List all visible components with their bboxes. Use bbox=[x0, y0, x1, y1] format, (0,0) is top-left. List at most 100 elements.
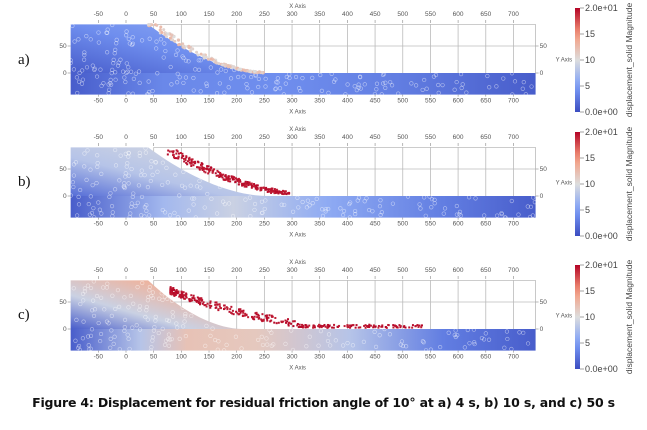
particle bbox=[418, 206, 423, 211]
x-tick-label-top: 300 bbox=[287, 267, 298, 274]
sliding-particle bbox=[216, 169, 219, 172]
particle bbox=[160, 326, 165, 331]
particle bbox=[224, 342, 229, 347]
particle bbox=[113, 70, 118, 75]
sliding-particle bbox=[155, 23, 159, 27]
sliding-particle bbox=[255, 311, 258, 314]
particle bbox=[501, 76, 506, 81]
sliding-particle bbox=[174, 293, 177, 296]
particle bbox=[82, 57, 87, 62]
particle bbox=[263, 198, 268, 203]
particle bbox=[318, 329, 323, 334]
particle bbox=[338, 206, 343, 211]
particle bbox=[124, 61, 129, 66]
particle bbox=[223, 68, 228, 74]
particle bbox=[364, 196, 369, 201]
x-tick-label-bottom: 300 bbox=[287, 98, 298, 105]
particle bbox=[177, 193, 182, 198]
particle bbox=[68, 193, 74, 198]
sliding-particle bbox=[239, 180, 242, 183]
particle bbox=[512, 79, 518, 84]
sliding-particle bbox=[255, 313, 258, 316]
sliding-particle bbox=[285, 321, 288, 324]
particle bbox=[180, 54, 185, 59]
particle bbox=[135, 200, 140, 205]
particle bbox=[205, 191, 210, 197]
sliding-particle bbox=[260, 318, 263, 321]
particle bbox=[76, 79, 82, 84]
x-tick-label-top: 350 bbox=[314, 267, 325, 274]
panel-label-c: c) bbox=[18, 307, 30, 323]
y-axis-title: Y Axis bbox=[556, 58, 573, 64]
particle bbox=[94, 293, 100, 299]
particle bbox=[168, 64, 173, 70]
sliding-particle bbox=[236, 312, 239, 315]
sliding-particle bbox=[215, 306, 218, 309]
particle bbox=[374, 81, 380, 86]
base-layer bbox=[70, 196, 536, 218]
sliding-particle bbox=[269, 320, 272, 323]
sliding-particle bbox=[250, 182, 253, 185]
particle bbox=[454, 212, 460, 217]
panel-label-a: a) bbox=[18, 52, 30, 68]
particle bbox=[273, 86, 278, 91]
colorbar-min-label: 0.0e+00 bbox=[585, 107, 618, 117]
particle bbox=[277, 86, 283, 91]
particle bbox=[265, 342, 270, 347]
sliding-mass bbox=[146, 22, 265, 75]
sliding-particle bbox=[172, 150, 175, 153]
sliding-particle bbox=[380, 325, 383, 328]
particle bbox=[149, 345, 154, 350]
particle bbox=[155, 71, 160, 76]
particle bbox=[122, 184, 127, 189]
sliding-particle bbox=[408, 326, 411, 329]
sliding-particle bbox=[253, 70, 257, 74]
x-tick-label-bottom: 700 bbox=[508, 98, 519, 105]
sliding-particle bbox=[184, 159, 187, 162]
particle bbox=[128, 211, 133, 216]
sliding-particle bbox=[177, 43, 181, 47]
particle bbox=[169, 298, 175, 303]
x-tick-label-top: 700 bbox=[508, 11, 519, 18]
particle bbox=[239, 346, 244, 351]
y-tick-label-right: 0 bbox=[540, 70, 544, 77]
particle bbox=[358, 86, 363, 91]
particle bbox=[87, 212, 92, 217]
sliding-particle bbox=[228, 65, 232, 69]
particle bbox=[78, 301, 83, 307]
sliding-particle bbox=[283, 190, 286, 193]
sliding-particle bbox=[203, 304, 206, 307]
sliding-particle bbox=[177, 38, 181, 42]
particle bbox=[80, 68, 85, 73]
particle-texture bbox=[71, 279, 531, 353]
x-tick-label-bottom: 500 bbox=[397, 221, 408, 228]
sliding-particle bbox=[185, 293, 188, 296]
sliding-particle bbox=[207, 165, 210, 168]
sliding-particle bbox=[208, 304, 211, 307]
sliding-particle bbox=[265, 316, 268, 319]
particle bbox=[128, 293, 133, 298]
sliding-particle bbox=[260, 188, 263, 191]
particle bbox=[98, 338, 103, 344]
particle bbox=[123, 79, 128, 85]
sliding-particle bbox=[241, 182, 244, 185]
x-tick-label-bottom: 550 bbox=[425, 354, 436, 361]
sliding-particle bbox=[231, 312, 234, 315]
particle bbox=[215, 211, 220, 216]
sliding-particle bbox=[282, 320, 285, 323]
sliding-particle bbox=[248, 181, 251, 184]
sliding-particle bbox=[417, 326, 420, 329]
particle bbox=[90, 63, 95, 68]
particle bbox=[71, 286, 76, 291]
sliding-particle bbox=[208, 169, 211, 172]
sliding-particle bbox=[381, 324, 384, 327]
particle bbox=[143, 146, 148, 151]
sliding-particle bbox=[197, 300, 200, 303]
x-axis-title-top: X Axis bbox=[289, 127, 306, 133]
colorbar-tick-label: 5 bbox=[585, 81, 590, 91]
sliding-mass bbox=[166, 149, 291, 196]
particle bbox=[126, 173, 131, 178]
sliding-particle bbox=[185, 295, 188, 298]
sliding-particle bbox=[195, 300, 198, 303]
sliding-particle bbox=[183, 297, 186, 300]
